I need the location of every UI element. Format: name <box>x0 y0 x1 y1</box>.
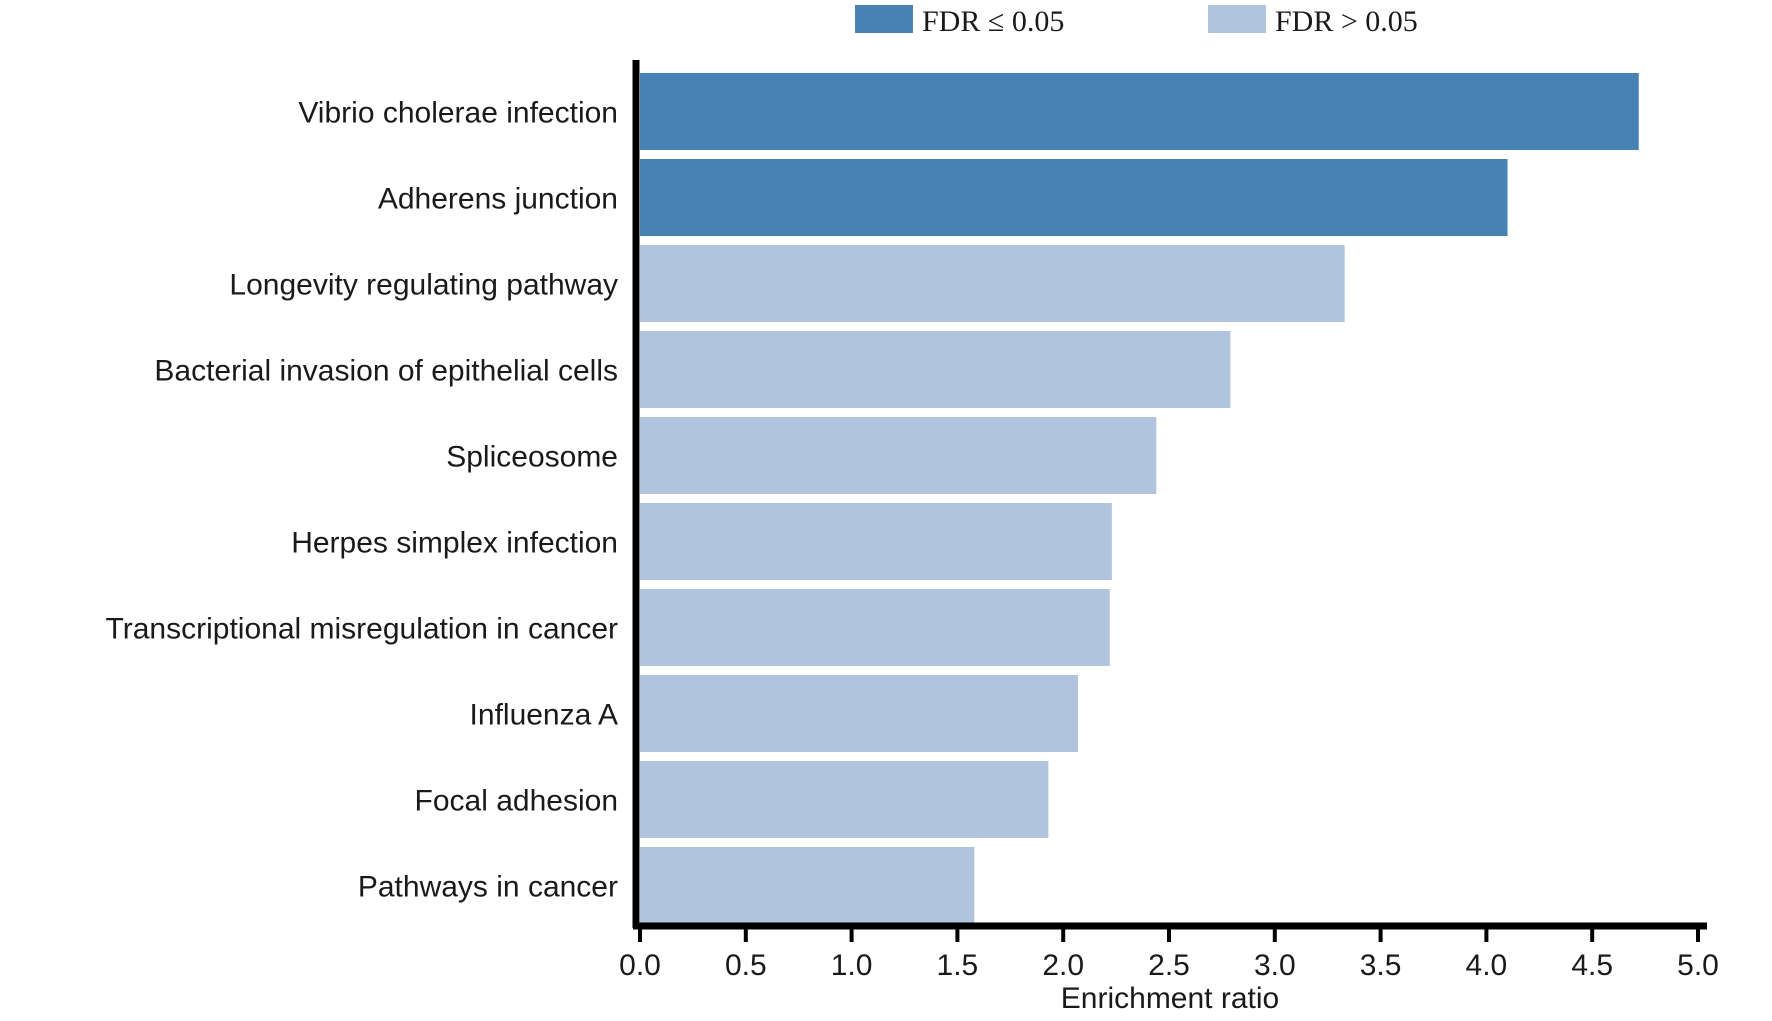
x-tick-label: 5.0 <box>1677 949 1719 982</box>
x-tick-label: 2.0 <box>1042 949 1084 982</box>
bar <box>640 503 1112 580</box>
x-tick-label: 3.0 <box>1254 949 1296 982</box>
x-tick-label: 1.5 <box>937 949 979 982</box>
category-label: Focal adhesion <box>415 785 618 818</box>
category-label: Adherens junction <box>378 183 618 216</box>
x-tick-label: 0.0 <box>619 949 661 982</box>
x-axis-ticks: 0.0 0.5 1.0 1.5 2.0 2.5 3.0 3.5 4.0 4.5 5.0 <box>619 926 1719 982</box>
x-tick-label: 4.5 <box>1571 949 1613 982</box>
x-tick-label: 2.5 <box>1148 949 1190 982</box>
bars-group <box>640 73 1639 924</box>
bar <box>640 331 1231 408</box>
category-label: Herpes simplex infection <box>291 527 618 560</box>
x-tick-label: 1.0 <box>831 949 873 982</box>
x-axis-title: Enrichment ratio <box>1061 982 1279 1015</box>
x-tick-label: 4.0 <box>1466 949 1508 982</box>
category-label: Vibrio cholerae infection <box>298 97 618 130</box>
legend-swatch-fdr-not-significant <box>1208 5 1266 33</box>
bar <box>640 589 1110 666</box>
category-label: Influenza A <box>470 699 618 732</box>
x-tick-label: 0.5 <box>725 949 767 982</box>
bar <box>640 761 1049 838</box>
category-label: Bacterial invasion of epithelial cells <box>154 355 618 388</box>
x-tick-label: 3.5 <box>1360 949 1402 982</box>
legend-swatch-fdr-significant <box>855 5 913 33</box>
bar <box>640 417 1157 494</box>
legend: FDR ≤ 0.05 FDR > 0.05 <box>855 5 1418 38</box>
category-label: Transcriptional misregulation in cancer <box>106 613 618 646</box>
legend-label-fdr-not-significant: FDR > 0.05 <box>1275 5 1418 38</box>
category-label: Pathways in cancer <box>358 871 618 904</box>
legend-label-fdr-significant: FDR ≤ 0.05 <box>922 5 1064 38</box>
bar <box>640 675 1079 752</box>
category-labels: Vibrio cholerae infection Adherens juncti… <box>106 97 618 904</box>
category-label: Spliceosome <box>446 441 618 474</box>
bar <box>640 73 1639 150</box>
category-label: Longevity regulating pathway <box>229 269 618 302</box>
bar <box>640 159 1508 236</box>
bar <box>640 847 975 924</box>
bar <box>640 245 1345 322</box>
